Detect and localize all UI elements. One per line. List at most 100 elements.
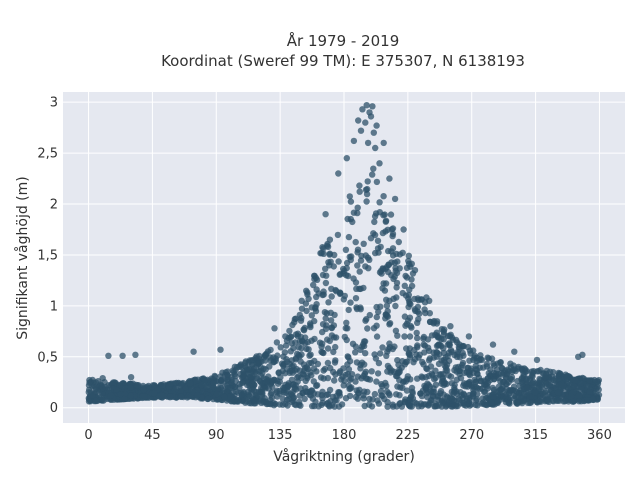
data-point (280, 384, 287, 392)
data-point (539, 390, 547, 397)
data-point (344, 215, 351, 223)
data-point (449, 396, 456, 403)
y-tick-label: 1 (50, 299, 58, 314)
data-point (308, 304, 315, 311)
data-point (342, 246, 350, 253)
data-point (331, 377, 338, 384)
data-point (276, 390, 283, 397)
data-point (331, 359, 339, 366)
data-point (384, 308, 391, 315)
data-point (474, 402, 481, 409)
data-point (405, 349, 413, 357)
data-point (382, 265, 389, 272)
data-point (374, 237, 382, 244)
data-point (86, 379, 93, 386)
data-point (428, 397, 436, 404)
data-point (324, 374, 332, 382)
data-point (251, 397, 258, 405)
data-point (255, 388, 263, 395)
data-point (530, 368, 537, 375)
data-point (586, 377, 593, 384)
data-point (100, 397, 107, 404)
data-point (248, 389, 255, 396)
data-point (472, 378, 480, 386)
data-point (324, 242, 331, 249)
data-point (392, 264, 399, 272)
data-point (210, 380, 217, 387)
data-point (295, 401, 303, 408)
data-point (363, 316, 370, 323)
data-point (459, 349, 466, 357)
data-point (457, 364, 465, 371)
data-point (417, 296, 425, 303)
data-point (384, 403, 391, 410)
data-point (319, 394, 326, 402)
data-point (332, 343, 339, 351)
data-point (451, 381, 458, 389)
data-point (382, 280, 390, 287)
data-point (346, 193, 353, 200)
data-point (497, 359, 504, 366)
data-point (284, 358, 291, 365)
data-point (330, 348, 337, 356)
data-point (332, 371, 339, 378)
data-point (531, 383, 538, 390)
data-point (107, 392, 115, 399)
y-tick-label: 0,5 (37, 350, 58, 365)
data-point (353, 359, 361, 366)
data-point (286, 327, 293, 335)
data-point (348, 375, 355, 382)
y-tick-label: 0 (50, 401, 58, 416)
data-point (247, 373, 254, 381)
data-point (470, 347, 477, 354)
data-point (391, 368, 398, 375)
data-point (294, 378, 301, 385)
data-point (480, 388, 488, 396)
data-point (324, 345, 332, 352)
data-point (448, 403, 455, 410)
data-point (479, 395, 486, 402)
data-point (489, 341, 497, 348)
data-point (403, 358, 411, 365)
data-point (335, 403, 343, 410)
data-point (399, 289, 406, 297)
data-point (262, 357, 269, 364)
data-point (298, 297, 305, 304)
data-point (380, 193, 387, 200)
data-point (335, 258, 342, 265)
data-point (348, 384, 355, 391)
data-point (340, 365, 347, 372)
data-point (394, 332, 401, 339)
data-point (363, 198, 370, 205)
data-point (362, 119, 369, 126)
data-point (570, 382, 578, 390)
data-point (319, 328, 326, 336)
data-point (491, 362, 498, 369)
data-point (303, 287, 310, 294)
data-point (514, 365, 522, 372)
data-point (316, 339, 324, 346)
data-point (334, 231, 342, 239)
data-point (119, 352, 126, 359)
data-point (508, 373, 516, 381)
data-point (376, 160, 383, 167)
data-point (134, 382, 141, 389)
chart-title-line-1: År 1979 - 2019 (287, 31, 400, 50)
data-point (595, 386, 602, 393)
data-point (357, 127, 365, 134)
data-point (438, 335, 445, 343)
data-point (414, 308, 421, 315)
data-point (368, 403, 376, 410)
data-point (430, 349, 437, 356)
data-point (213, 390, 221, 398)
data-point (198, 381, 205, 389)
x-axis-title: Vågriktning (grader) (273, 448, 415, 465)
data-point (342, 325, 349, 332)
data-point (563, 373, 570, 381)
data-point (158, 392, 165, 399)
data-point (411, 267, 419, 274)
data-point (538, 383, 545, 391)
data-point (389, 245, 397, 252)
data-point (308, 312, 315, 319)
